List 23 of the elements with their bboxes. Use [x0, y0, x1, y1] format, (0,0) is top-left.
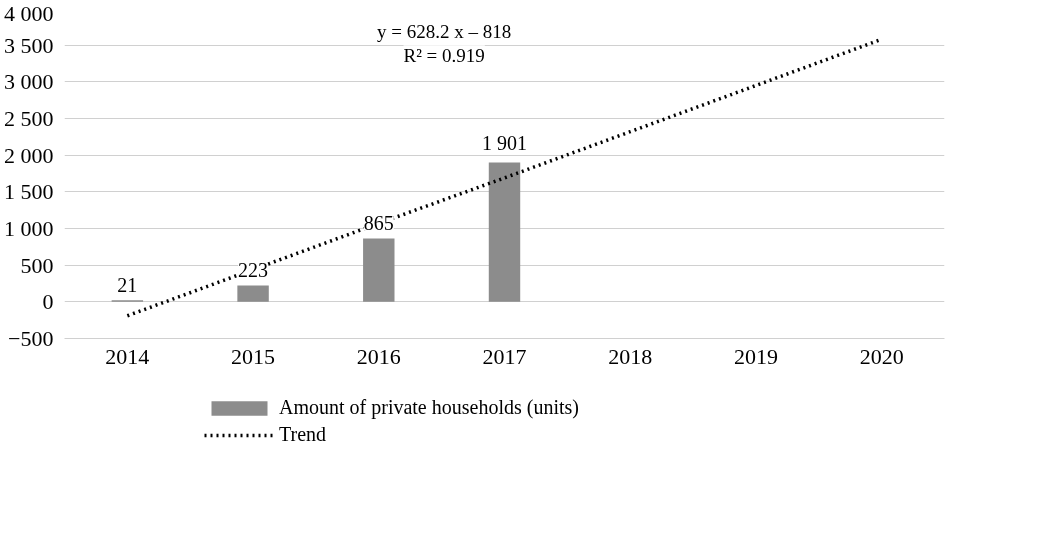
- x-tick-label: 2015: [231, 343, 276, 369]
- data-label: 1 901: [482, 132, 527, 155]
- y-tick-label: 0: [42, 289, 54, 315]
- y-tick-label: 1 000: [4, 216, 54, 241]
- legend-label: Amount of private households (units): [279, 396, 579, 419]
- x-tick-label: 2017: [482, 343, 527, 369]
- y-tick-label: 1 500: [4, 179, 54, 205]
- y-tick-label: 4 000: [4, 0, 54, 26]
- legend-label: Trend: [279, 423, 327, 446]
- y-tick-label: −500: [8, 326, 54, 351]
- x-tick-label: 2018: [608, 343, 653, 369]
- x-tick-label: 2019: [733, 343, 778, 369]
- x-tick-label: 2020: [859, 343, 904, 369]
- y-tick-label: 500: [20, 252, 54, 278]
- y-tick-label: 2 500: [4, 106, 54, 131]
- y-tick-label: 2 000: [4, 142, 54, 168]
- y-tick-label: 3 500: [4, 32, 54, 58]
- x-tick-label: 2014: [105, 343, 150, 369]
- annotation: y = 628.2 x – 818: [377, 20, 512, 42]
- x-tick-label: 2016: [356, 343, 401, 369]
- y-tick-label: 3 000: [4, 69, 54, 95]
- data-label: 21: [117, 274, 138, 297]
- annotation: R² = 0.919: [403, 45, 485, 67]
